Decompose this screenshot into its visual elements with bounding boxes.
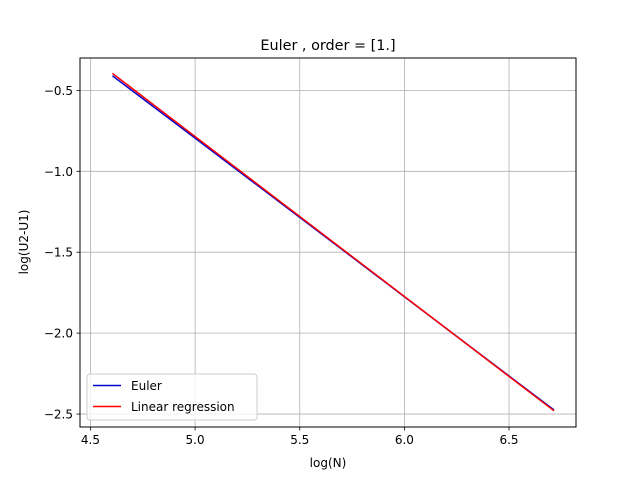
y-tick-label: −2.0 bbox=[44, 327, 73, 341]
chart-title: Euler , order = [1.] bbox=[260, 38, 395, 54]
grid-lines bbox=[80, 58, 576, 427]
y-axis-label: log(U2-U1) bbox=[17, 210, 31, 275]
y-axis-ticks: −0.5 −1.0 −1.5 −2.0 −2.5 bbox=[44, 84, 80, 422]
legend-box bbox=[86, 373, 258, 421]
legend: Euler Linear regression bbox=[86, 373, 258, 421]
y-tick-label: −1.0 bbox=[44, 165, 73, 179]
x-tick-label: 6.0 bbox=[395, 433, 414, 447]
y-tick-label: −1.5 bbox=[44, 246, 73, 260]
x-tick-label: 5.5 bbox=[290, 433, 309, 447]
plot-area-frame bbox=[79, 57, 577, 428]
x-tick-label: 5.0 bbox=[186, 433, 205, 447]
x-axis-ticks: 4.5 5.0 5.5 6.0 6.5 bbox=[81, 427, 519, 447]
x-axis-label: log(N) bbox=[310, 456, 347, 470]
series-line-linear-regression bbox=[111, 72, 555, 412]
legend-label-euler: Euler bbox=[131, 379, 162, 393]
y-tick-label: −2.5 bbox=[44, 408, 73, 422]
legend-label-linear-regression: Linear regression bbox=[131, 400, 235, 414]
series-lines bbox=[111, 72, 555, 412]
x-tick-label: 6.5 bbox=[499, 433, 518, 447]
y-tick-label: −0.5 bbox=[44, 84, 73, 98]
x-tick-label: 4.5 bbox=[81, 433, 100, 447]
